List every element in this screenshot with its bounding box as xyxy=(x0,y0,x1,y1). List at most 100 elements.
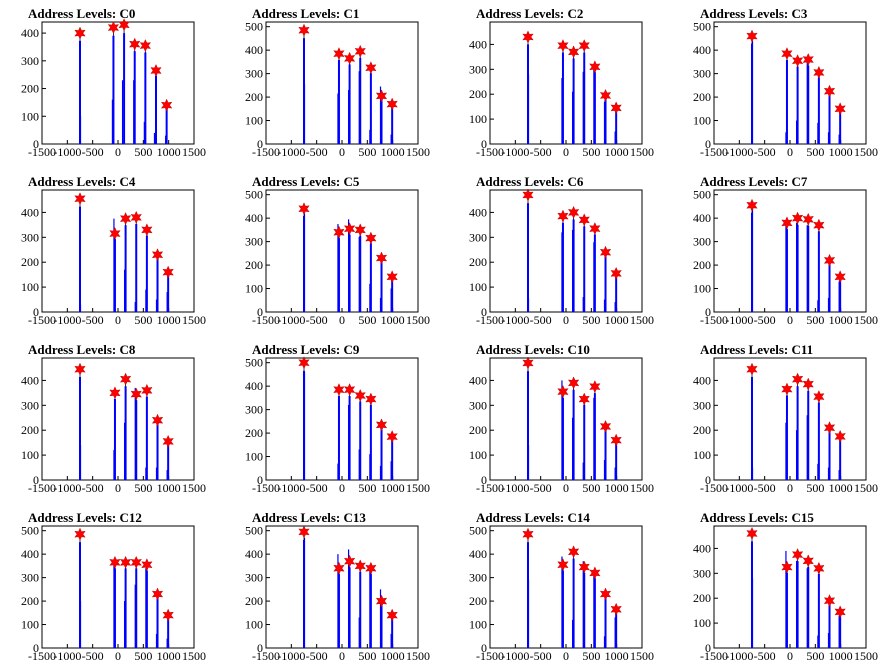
sub-bar xyxy=(806,415,808,480)
level-bar xyxy=(303,539,305,648)
x-tick-label: 1500 xyxy=(406,313,430,327)
chart-panel: Address Levels: C11 0 100 200 300 400 -1500 -10… xyxy=(672,336,896,504)
y-tick-label: 500 xyxy=(469,524,487,538)
y-tick-label: 200 xyxy=(245,594,263,608)
chart-panel: Address Levels: C2 0 100 200 300 400 -1500 -100… xyxy=(448,0,672,168)
x-tick-label: 500 xyxy=(806,145,824,159)
sub-bar xyxy=(153,132,156,144)
x-tick-label: -1000 xyxy=(53,649,81,663)
peak-star-marker xyxy=(578,392,590,406)
chart-svg: 0 100 200 300 400 -1500-1000 -500 0 500 1000 1500 xyxy=(469,188,654,327)
y-tick-label: 200 xyxy=(693,423,711,437)
level-bar xyxy=(113,398,116,480)
x-tick-label: -1500 xyxy=(28,145,56,159)
level-bar xyxy=(303,370,305,480)
peak-star-marker xyxy=(375,594,388,608)
sub-bar xyxy=(838,134,840,144)
level-bar xyxy=(807,390,810,480)
peak-star-marker xyxy=(746,526,758,540)
chart-svg: 0 100 200 300 400 -1500-1000 -500 0 500 1000 1500 xyxy=(21,357,206,495)
level-bar xyxy=(380,428,383,480)
sub-bar xyxy=(582,297,584,312)
y-tick-label: 300 xyxy=(693,398,711,412)
peak-star-marker xyxy=(834,429,846,443)
x-tick-label: -1500 xyxy=(476,313,504,327)
peak-star-marker xyxy=(610,602,622,616)
level-bar xyxy=(785,59,788,145)
sub-bar xyxy=(155,633,158,648)
sub-bar xyxy=(347,404,350,480)
chart-svg: 0 100 200 300 400 500 -1500-1000 -500 0 500 1000 15… xyxy=(245,20,430,159)
level-bar xyxy=(572,558,575,648)
level-bar xyxy=(796,386,799,480)
y-tick-label: 400 xyxy=(245,547,263,561)
x-tick-label: -1500 xyxy=(700,649,728,663)
peak-star-marker xyxy=(522,188,534,202)
peak-star-marker xyxy=(599,245,612,259)
y-tick-label: 200 xyxy=(693,90,711,104)
x-tick-label: 0 xyxy=(787,313,793,327)
x-tick-label: 0 xyxy=(339,481,345,495)
level-bar xyxy=(807,566,810,648)
y-tick-label: 0 xyxy=(257,473,263,487)
level-bar xyxy=(527,203,529,312)
x-tick-label: -500 xyxy=(530,649,552,663)
sub-bar xyxy=(593,397,595,480)
x-tick-label: 0 xyxy=(115,313,121,327)
y-tick-label: 400 xyxy=(693,43,711,57)
chart-panel: Address Levels: C12 0 100 200 300 400 500 -1500… xyxy=(0,504,224,672)
x-tick-label: 1500 xyxy=(630,649,654,663)
x-tick-label: -1000 xyxy=(277,481,305,495)
x-tick-label: -1500 xyxy=(28,481,56,495)
sub-bar xyxy=(614,617,616,648)
level-bar xyxy=(135,568,138,648)
level-bar xyxy=(828,431,831,480)
x-tick-label: 1000 xyxy=(157,145,181,159)
x-tick-label: 0 xyxy=(563,481,569,495)
x-tick-label: 1500 xyxy=(406,649,430,663)
level-bar xyxy=(391,106,394,144)
peak-star-marker xyxy=(119,372,132,386)
x-tick-label: -1000 xyxy=(277,145,305,159)
chart-panel: Address Levels: C13 0 100 200 300 400 500 -1500… xyxy=(224,504,448,672)
x-tick-label: 1000 xyxy=(157,481,181,495)
chart-panel: Address Levels: C5 0 100 200 300 400 500 -1500-… xyxy=(224,168,448,336)
y-tick-label: 400 xyxy=(21,547,39,561)
x-tick-label: 0 xyxy=(115,649,121,663)
sub-bar xyxy=(785,422,787,480)
peak-star-marker xyxy=(354,559,366,573)
level-bar xyxy=(337,237,340,312)
sub-bar xyxy=(390,288,392,312)
peak-star-marker xyxy=(109,555,121,569)
chart-title: Address Levels: C12 xyxy=(28,510,142,525)
x-tick-label: 500 xyxy=(134,649,152,663)
y-tick-label: 100 xyxy=(469,618,487,632)
level-bar xyxy=(113,568,116,648)
level-bar xyxy=(380,604,383,648)
peak-star-marker xyxy=(823,253,836,267)
y-tick-label: 400 xyxy=(245,211,263,225)
x-tick-label: 0 xyxy=(339,313,345,327)
y-tick-label: 100 xyxy=(21,618,39,632)
sub-bar xyxy=(795,222,798,312)
y-tick-label: 0 xyxy=(257,641,263,655)
x-tick-label: 1500 xyxy=(854,481,878,495)
sub-bar xyxy=(337,224,339,312)
x-tick-label: 1000 xyxy=(157,313,181,327)
level-bar xyxy=(359,235,362,312)
level-bar xyxy=(817,402,820,480)
y-tick-label: 100 xyxy=(693,448,711,462)
sub-bar xyxy=(145,568,147,648)
y-tick-label: 300 xyxy=(469,398,487,412)
peak-star-marker xyxy=(151,248,164,262)
peak-star-marker xyxy=(343,383,356,397)
chart-panel: Address Levels: C10 0 100 200 300 400 -1500 -10… xyxy=(448,336,672,504)
level-bar xyxy=(135,400,138,480)
y-tick-label: 100 xyxy=(245,114,263,128)
y-tick-label: 100 xyxy=(21,280,39,294)
level-bar xyxy=(839,279,842,312)
y-tick-label: 200 xyxy=(245,90,263,104)
sub-bar xyxy=(806,568,808,648)
x-tick-label: 1000 xyxy=(829,481,853,495)
